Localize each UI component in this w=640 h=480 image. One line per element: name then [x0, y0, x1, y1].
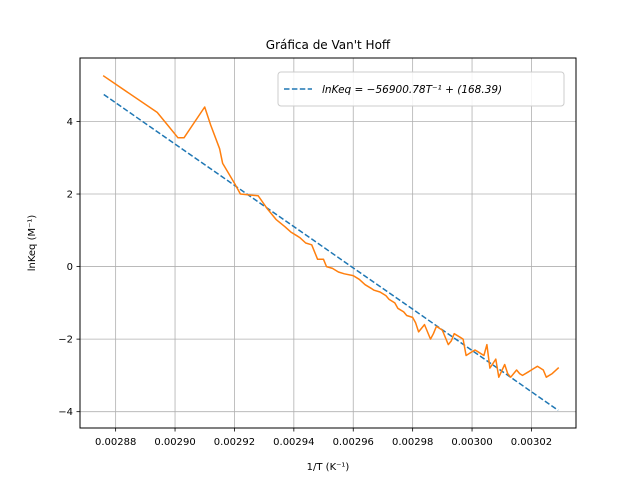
x-tick-label: 0.00294: [273, 437, 314, 448]
y-tick-label: 4: [67, 117, 73, 128]
x-tick-label: 0.00292: [214, 437, 255, 448]
x-axis-label: 1/T (K⁻¹): [307, 462, 350, 473]
y-ticks: −4 −2 0 2 4: [58, 117, 80, 418]
legend: lnKeq = −56900.78T⁻¹ + (168.39): [277, 71, 565, 107]
fit-line-layer: [103, 93, 559, 411]
legend-fit-label: lnKeq = −56900.78T⁻¹ + (168.39): [322, 84, 502, 96]
y-tick-label: −4: [58, 407, 73, 418]
data-series-line: [102, 75, 560, 378]
x-ticks: 0.00288 0.00290 0.00292 0.00294 0.00296 0.002…: [95, 428, 552, 448]
x-tick-label: 0.00302: [511, 437, 552, 448]
y-axis-label: lnKeq (M⁻¹): [27, 215, 38, 272]
x-tick-label: 0.00296: [333, 437, 374, 448]
y-tick-label: −2: [58, 335, 73, 346]
fit-line: [103, 93, 559, 411]
x-tick-label: 0.00300: [451, 437, 492, 448]
x-tick-label: 0.00298: [392, 437, 433, 448]
legend-box: [277, 71, 565, 107]
plot-frame: [79, 57, 577, 429]
x-tick-label: 0.00290: [154, 437, 195, 448]
x-tick-label: 0.00288: [95, 437, 136, 448]
y-tick-label: 2: [67, 190, 73, 201]
y-tick-label: 0: [67, 262, 73, 273]
series-layer: [102, 75, 560, 378]
chart-title: Gráfica de Van't Hoff: [266, 38, 391, 52]
